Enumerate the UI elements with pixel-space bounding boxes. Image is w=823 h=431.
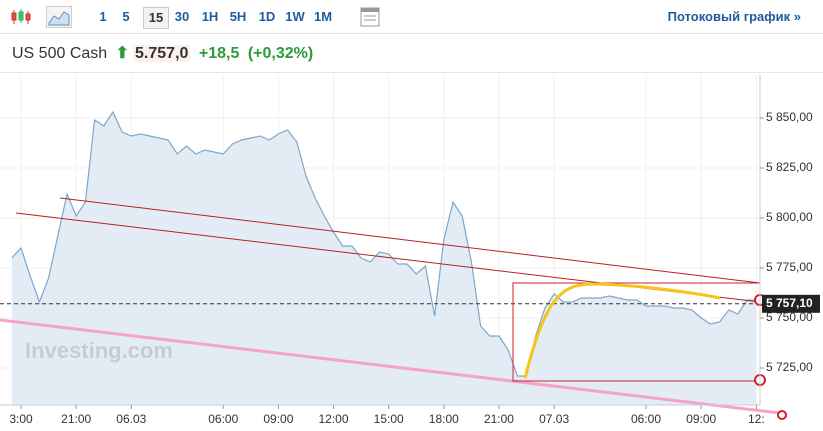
interval-button[interactable]: 1D [258,9,276,24]
area [11,112,757,405]
candle-icon[interactable] [10,8,32,26]
interval-button[interactable]: 1M [313,9,333,24]
interval-button[interactable]: 15 [143,7,169,29]
header: US 500 Cash ⬆ 5.757,0 +18,5 (+0,32%) [12,43,317,63]
drawing-curve [523,282,721,379]
up-arrow: ⬆ [115,45,130,62]
x-tick-label: 06:00 [631,412,661,426]
x-tick-label: 06:00 [208,412,238,426]
interval-button[interactable]: 1W [285,9,305,24]
area-icon[interactable] [46,6,72,28]
interval-button[interactable]: 30 [174,9,190,24]
drawing-line [0,318,781,415]
x-tick-label: 06.03 [116,412,146,426]
change: +18,5 [198,45,240,62]
y-tick-label: 5 850,00 [766,110,813,124]
x-tick-label: 21:00 [484,412,514,426]
change-percent: (+0,32%) [247,45,314,62]
y-tick-label: 5 725,00 [766,360,813,374]
x-tick-label: 09:00 [263,412,293,426]
x-tick-label: 07.03 [539,412,569,426]
price-label: 5 757,10 [766,296,813,310]
x-tick-label: 21:00 [61,412,91,426]
line [11,110,757,377]
x-tick-label: 15:00 [374,412,404,426]
watermark: Investing.com [25,338,173,363]
toolbar: 1 5 15 30 1H 5H 1D 1W 1M Потоковый график » [0,0,823,34]
y-tick-label: 5 750,00 [766,310,813,324]
interval-button[interactable]: 1H [201,9,219,24]
x-tick-label: 09:00 [686,412,716,426]
stream-link[interactable]: Потоковый график » [667,9,801,24]
price-label-box [762,294,820,313]
y-tick-label: 5 825,00 [766,160,813,174]
interval-button[interactable]: 1 [99,9,107,24]
table-icon[interactable] [360,7,380,27]
interval-button[interactable]: 5 [122,9,130,24]
x-tick-label: 3:00 [9,412,33,426]
y-tick-label: 5 800,00 [766,210,813,224]
instrument: US 500 Cash [12,45,108,62]
x-tick-label: 18:00 [429,412,459,426]
handle[interactable] [777,410,787,420]
x-tick-label: 12: [748,412,765,426]
price: 5.757,0 [133,45,191,62]
x-tick-label: 12:00 [319,412,349,426]
drawing-line [59,197,761,284]
separator [0,72,823,73]
interval-button[interactable]: 5H [229,9,247,24]
y-tick-label: 5 775,00 [766,260,813,274]
